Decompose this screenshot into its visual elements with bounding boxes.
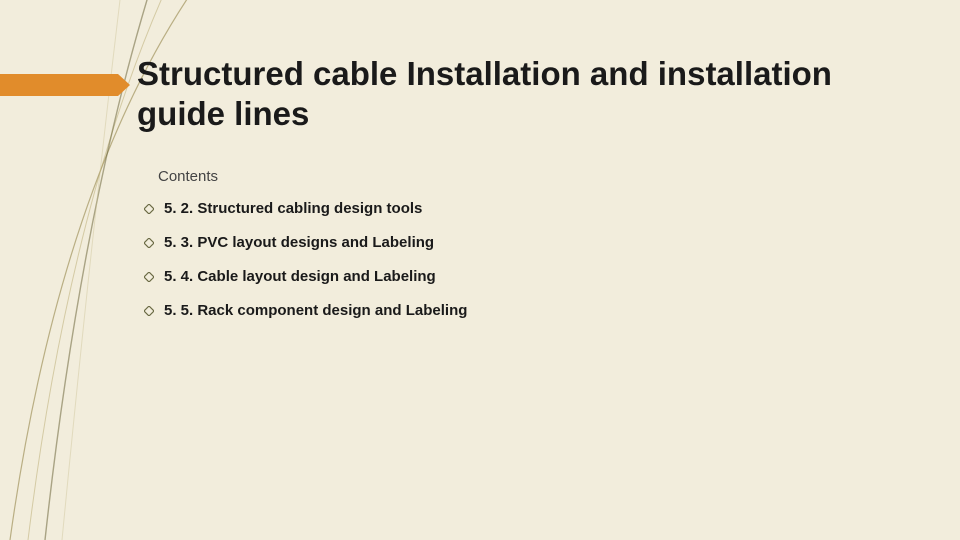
- diamond-bullet-icon: [142, 204, 156, 214]
- list-item-text: 5. 3. PVC layout designs and Labeling: [164, 234, 434, 251]
- list-item: 5. 3. PVC layout designs and Labeling: [142, 234, 467, 251]
- diamond-bullet-icon: [142, 272, 156, 282]
- accent-arrow-icon: [118, 74, 130, 96]
- contents-label: Contents: [158, 168, 218, 185]
- diamond-bullet-icon: [142, 238, 156, 248]
- list-item: 5. 5. Rack component design and Labeling: [142, 302, 467, 319]
- page-title: Structured cable Installation and instal…: [137, 54, 917, 133]
- bullet-list: 5. 2. Structured cabling design tools 5.…: [142, 200, 467, 336]
- list-item: 5. 2. Structured cabling design tools: [142, 200, 467, 217]
- list-item-text: 5. 4. Cable layout design and Labeling: [164, 268, 436, 285]
- accent-bar: [0, 74, 118, 96]
- list-item: 5. 4. Cable layout design and Labeling: [142, 268, 467, 285]
- list-item-text: 5. 2. Structured cabling design tools: [164, 200, 422, 217]
- diamond-bullet-icon: [142, 306, 156, 316]
- list-item-text: 5. 5. Rack component design and Labeling: [164, 302, 467, 319]
